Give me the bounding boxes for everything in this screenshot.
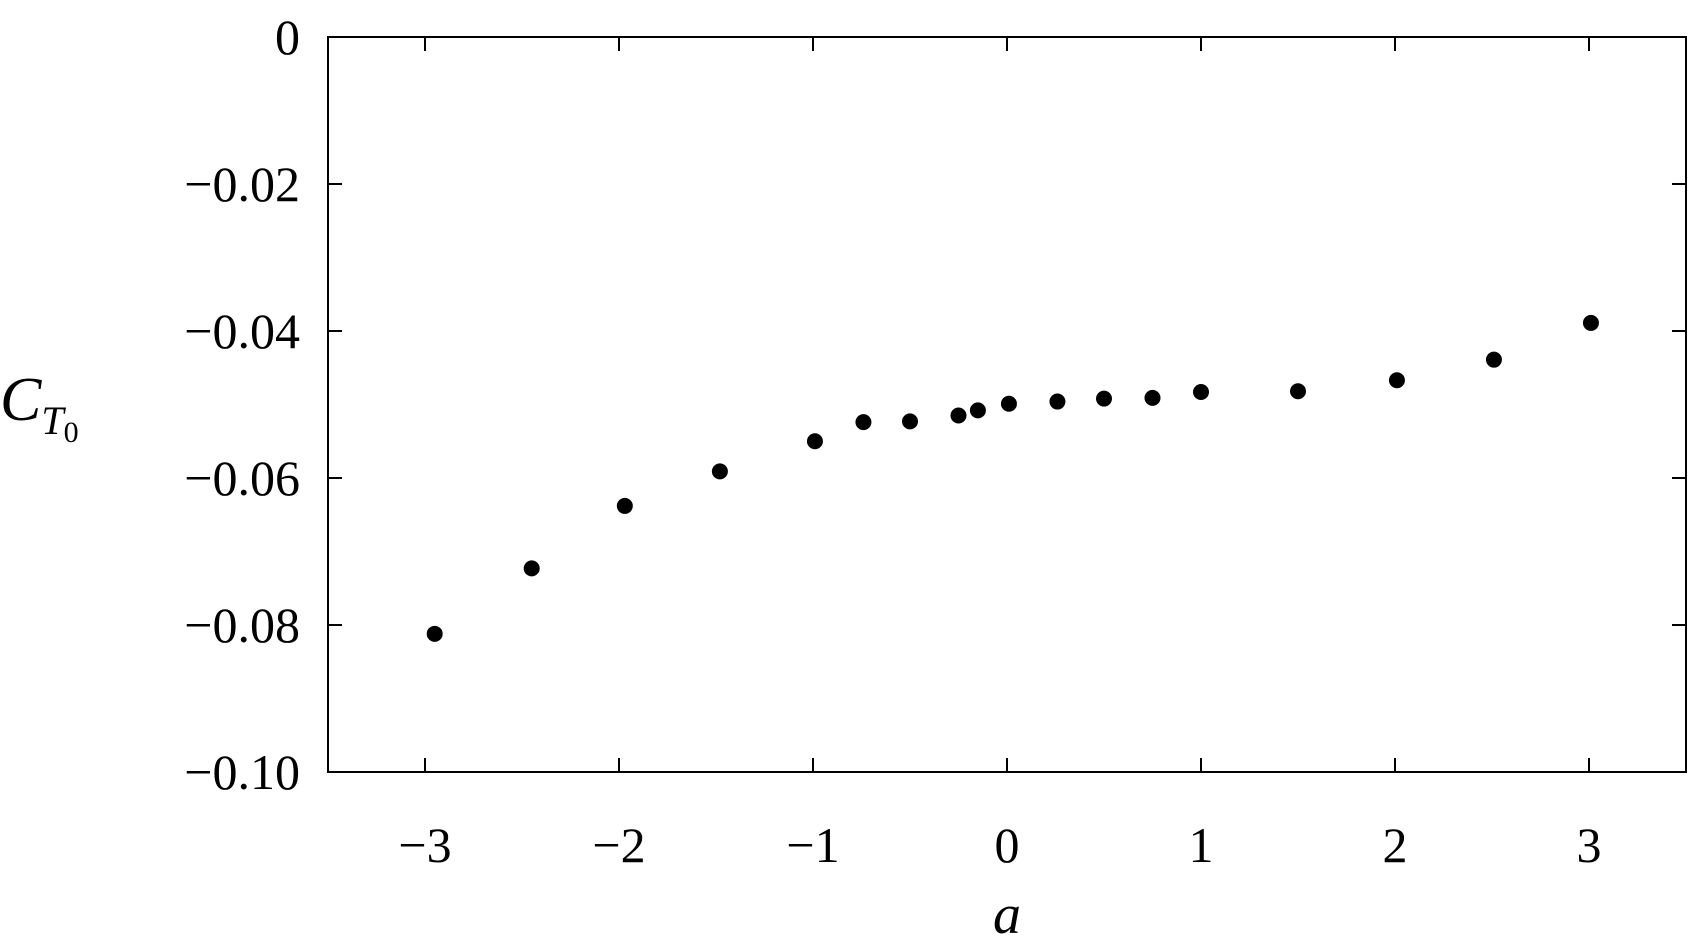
data-point: [616, 497, 633, 514]
data-point: [523, 560, 540, 577]
data-point: [1096, 390, 1112, 407]
x-axis-label: a: [993, 884, 1021, 946]
x-tick-label: −3: [398, 817, 451, 873]
data-points: [426, 314, 1599, 642]
data-point: [969, 402, 986, 419]
y-tick-label: −0.06: [184, 450, 300, 506]
y-tick-label: −0.04: [184, 303, 300, 359]
x-tick-label: 2: [1383, 817, 1408, 873]
data-point: [711, 463, 728, 480]
y-axis-label-main: C: [0, 366, 42, 434]
y-axis-label-subscript: T: [41, 398, 66, 443]
data-point: [806, 433, 823, 450]
data-point: [1388, 372, 1405, 389]
data-point: [1290, 383, 1306, 400]
data-point: [950, 407, 967, 424]
y-tick-label: −0.02: [184, 156, 300, 212]
data-point: [1582, 314, 1599, 331]
data-point: [1144, 389, 1161, 406]
data-point: [1485, 351, 1502, 368]
x-tick-label: −2: [592, 817, 645, 873]
y-tick-label: −0.08: [184, 597, 300, 653]
axis-ticks: [328, 36, 1686, 773]
x-tick-label: 3: [1577, 817, 1602, 873]
data-point: [426, 625, 443, 642]
axis-tick-labels: −3 −2 −1 0 1 2 3 0 −0.02 −0.04 −0.06 −0.08 −0.10: [184, 9, 1601, 873]
y-tick-label: 0: [275, 9, 300, 65]
x-tick-label: 1: [1189, 817, 1214, 873]
y-tick-label: −0.10: [184, 744, 300, 800]
y-axis-label: CT0: [0, 366, 79, 449]
data-point: [855, 414, 872, 431]
x-tick-label: 0: [995, 817, 1020, 873]
data-point: [1000, 395, 1017, 412]
data-point: [1193, 384, 1209, 401]
y-axis-label-subsubscript: 0: [64, 416, 79, 449]
data-point: [1049, 393, 1066, 410]
data-point: [902, 413, 918, 430]
x-tick-label: −1: [786, 817, 839, 873]
